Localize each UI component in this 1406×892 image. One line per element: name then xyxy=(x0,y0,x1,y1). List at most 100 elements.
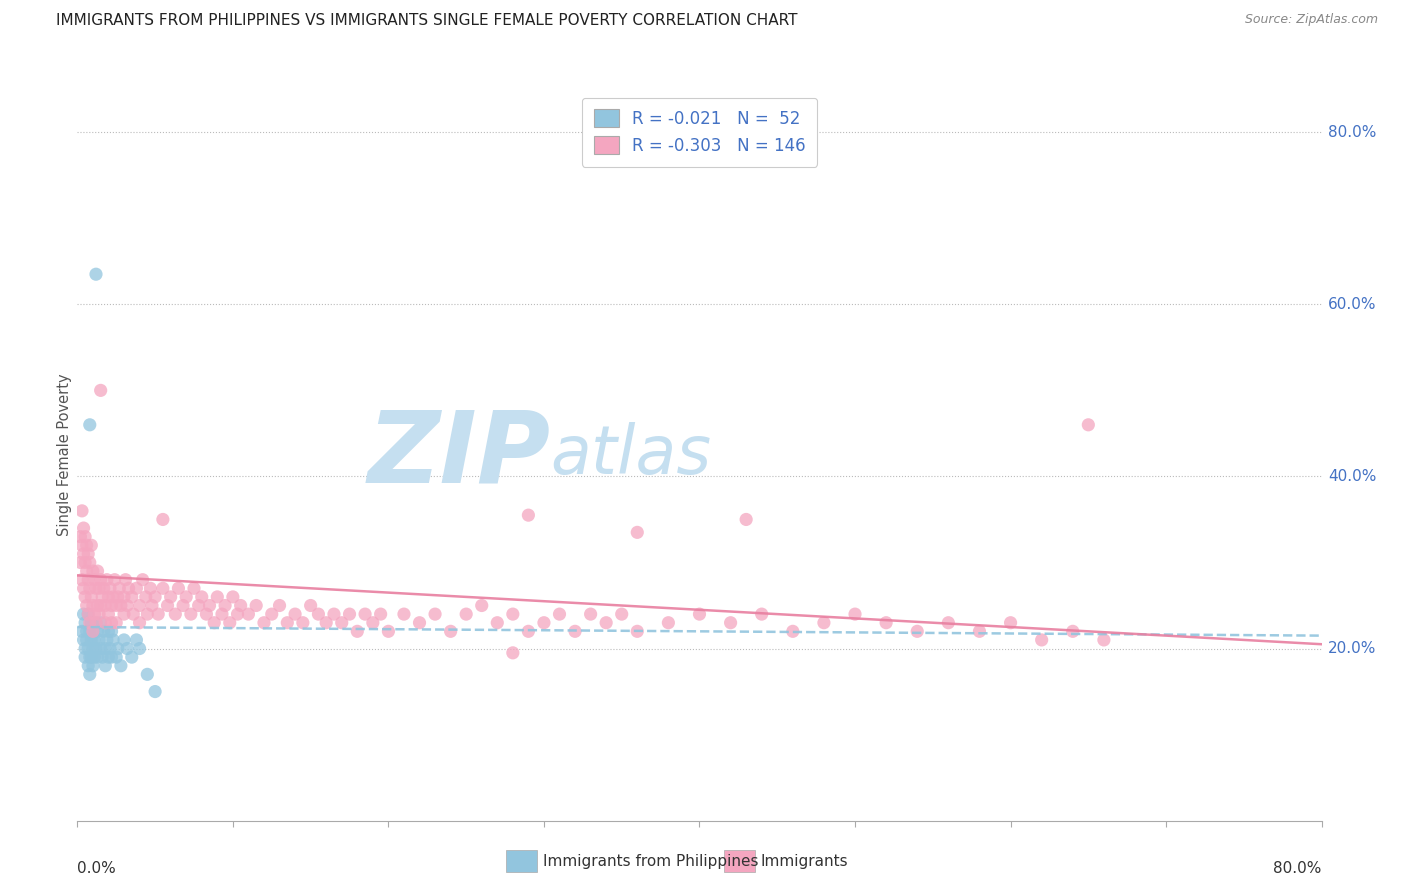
Point xyxy=(96,573,118,587)
Legend: R = -0.021   N =  52, R = -0.303   N = 146: R = -0.021 N = 52, R = -0.303 N = 146 xyxy=(582,97,817,167)
Point xyxy=(1062,624,1084,639)
Point xyxy=(79,667,101,681)
Point xyxy=(91,590,114,604)
Point xyxy=(76,564,98,578)
Point xyxy=(1092,632,1115,647)
Point xyxy=(1000,615,1022,630)
Point xyxy=(97,624,120,639)
Point xyxy=(626,624,648,639)
Point xyxy=(1031,632,1053,647)
Text: ZIP: ZIP xyxy=(367,407,550,503)
Point xyxy=(115,641,138,656)
Point xyxy=(82,599,104,613)
Point xyxy=(938,615,960,630)
Point xyxy=(76,538,98,552)
Point xyxy=(84,641,107,656)
Point xyxy=(152,582,174,596)
Point xyxy=(105,615,128,630)
Point xyxy=(141,599,163,613)
Point xyxy=(517,624,540,639)
Point xyxy=(80,538,103,552)
Point xyxy=(70,538,93,552)
Point xyxy=(564,624,586,639)
Point xyxy=(96,632,118,647)
Point xyxy=(276,615,298,630)
Point xyxy=(83,632,105,647)
Text: IMMIGRANTS FROM PHILIPPINES VS IMMIGRANTS SINGLE FEMALE POVERTY CORRELATION CHAR: IMMIGRANTS FROM PHILIPPINES VS IMMIGRANT… xyxy=(56,13,797,29)
Point xyxy=(238,607,260,621)
Point xyxy=(90,384,112,398)
Point xyxy=(97,607,120,621)
Point xyxy=(75,650,97,665)
Point xyxy=(751,607,773,621)
Point xyxy=(392,607,415,621)
Point xyxy=(456,607,478,621)
Text: 80.0%: 80.0% xyxy=(1327,125,1376,140)
Point xyxy=(657,615,679,630)
Point xyxy=(75,590,97,604)
Point xyxy=(100,624,122,639)
Point xyxy=(75,615,97,630)
Y-axis label: Single Female Poverty: Single Female Poverty xyxy=(56,374,72,536)
Text: 40.0%: 40.0% xyxy=(1327,469,1376,484)
Point xyxy=(82,564,104,578)
Point xyxy=(83,573,105,587)
Point xyxy=(75,530,97,544)
Point xyxy=(229,599,252,613)
Point xyxy=(905,624,928,639)
Point xyxy=(82,641,104,656)
Point xyxy=(101,632,124,647)
Point xyxy=(90,573,112,587)
Point xyxy=(101,590,124,604)
Point xyxy=(70,624,93,639)
Point xyxy=(86,650,108,665)
Point xyxy=(354,607,377,621)
Point xyxy=(167,582,190,596)
Point xyxy=(174,590,197,604)
Point xyxy=(80,590,103,604)
Point xyxy=(83,607,105,621)
Point xyxy=(77,658,100,673)
Point xyxy=(80,615,103,630)
Point xyxy=(70,573,93,587)
Point xyxy=(875,615,897,630)
Point xyxy=(183,582,205,596)
Point xyxy=(423,607,446,621)
Point xyxy=(214,599,236,613)
Point xyxy=(100,650,122,665)
Text: 60.0%: 60.0% xyxy=(1327,297,1376,312)
Point xyxy=(110,599,132,613)
Point xyxy=(100,599,122,613)
Point xyxy=(156,599,179,613)
Point xyxy=(87,632,110,647)
Point xyxy=(128,599,150,613)
Point xyxy=(782,624,804,639)
Point xyxy=(125,632,148,647)
Point xyxy=(70,504,93,518)
Point xyxy=(121,590,143,604)
Point xyxy=(172,599,194,613)
Point xyxy=(112,632,135,647)
Point xyxy=(122,607,145,621)
Point xyxy=(107,641,129,656)
Point xyxy=(813,615,835,630)
Point xyxy=(471,599,494,613)
Point xyxy=(408,615,430,630)
Point xyxy=(79,624,101,639)
Point xyxy=(72,582,94,596)
Point xyxy=(440,624,463,639)
Point xyxy=(226,607,249,621)
Point xyxy=(75,641,97,656)
Point xyxy=(86,564,108,578)
Point xyxy=(139,582,162,596)
Point xyxy=(689,607,711,621)
Text: Immigrants: Immigrants xyxy=(761,855,848,869)
Point xyxy=(91,650,114,665)
Point xyxy=(610,607,633,621)
Point xyxy=(94,599,117,613)
Point xyxy=(72,632,94,647)
Point xyxy=(112,590,135,604)
Point xyxy=(969,624,991,639)
Point xyxy=(502,607,524,621)
Point xyxy=(330,615,353,630)
